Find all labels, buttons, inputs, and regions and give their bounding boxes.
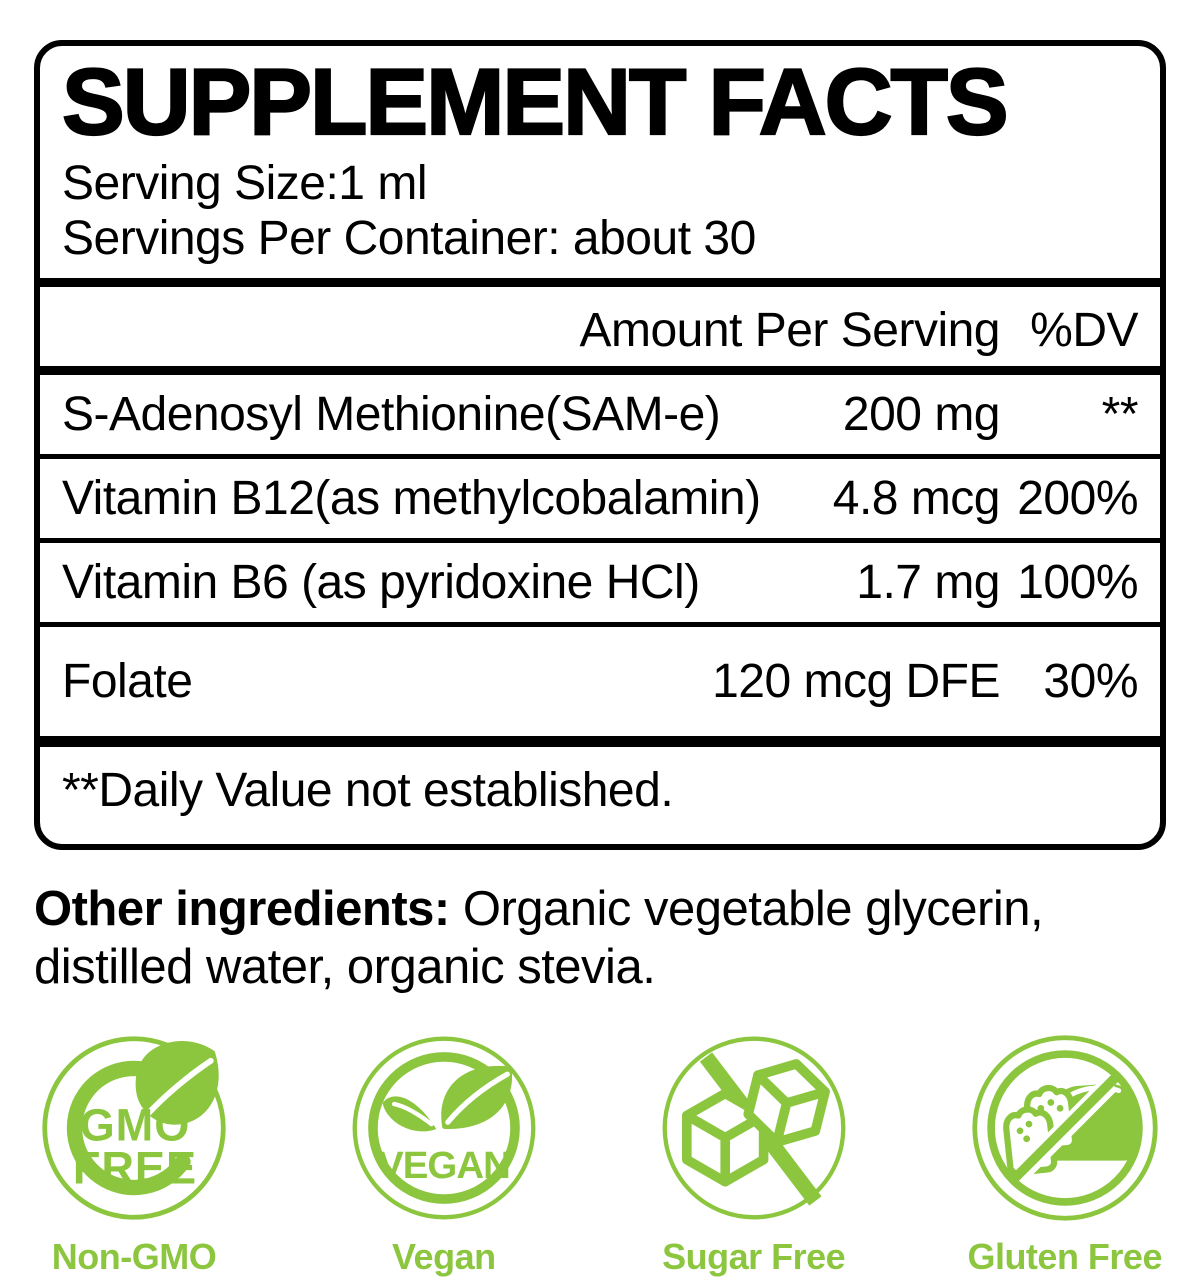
ingredient-name: S-Adenosyl Methionine(SAM-e) [62, 388, 721, 442]
badge-sugar-free: Sugar Free [658, 1032, 850, 1278]
ingredient-amount: 120 mcg DFE [712, 655, 1000, 709]
svg-text:VEGAN: VEGAN [378, 1144, 510, 1187]
facts-row-b6: Vitamin B6 (as pyridoxine HCl) 1.7 mg 10… [40, 543, 1160, 622]
serving-info: Serving Size:1 ml Servings Per Container… [40, 148, 1160, 278]
vegan-icon: VEGAN [352, 1036, 536, 1220]
svg-text:FREE: FREE [73, 1143, 197, 1194]
ingredient-dv: 30% [1043, 655, 1138, 709]
ingredient-name: Vitamin B12(as methylcobalamin) [62, 472, 761, 526]
divider [40, 278, 1160, 288]
ingredient-dv: 100% [1017, 556, 1138, 610]
divider [40, 622, 1160, 628]
other-ingredients-line1: Organic vegetable glycerin, [449, 882, 1044, 937]
badge-label: Sugar Free [662, 1236, 846, 1278]
ingredient-dv: ** [1101, 388, 1139, 442]
facts-row-sam-e: S-Adenosyl Methionine(SAM-e) 200 mg ** [40, 375, 1160, 454]
other-ingredients: Other ingredients: Organic vegetable gly… [34, 880, 1166, 996]
serving-size: Serving Size:1 ml [62, 157, 427, 211]
badge-label: Gluten Free [967, 1236, 1162, 1278]
divider [40, 736, 1160, 748]
other-ingredients-heading: Other ingredients: [34, 882, 450, 937]
divider [40, 538, 1160, 544]
facts-row-folate: Folate 120 mcg DFE 30% [40, 627, 1160, 736]
other-ingredients-line2: distilled water, organic stevia. [34, 940, 656, 995]
badges-row: GMO FREE Non-GMO VEGAN Vegan [0, 1032, 1200, 1278]
ingredient-name: Folate [62, 655, 193, 709]
header-dv: %DV [1030, 304, 1138, 358]
sugar-free-icon [662, 1036, 846, 1220]
ingredient-amount: 200 mg [842, 388, 1001, 442]
gluten-free-icon [972, 1035, 1158, 1221]
facts-title: SUPPLEMENT FACTS [61, 49, 1010, 154]
header-amount-per-serving: Amount Per Serving [579, 304, 1000, 358]
divider [40, 366, 1160, 376]
svg-text:GMO: GMO [80, 1100, 191, 1151]
badge-vegan: VEGAN Vegan [348, 1032, 540, 1278]
facts-header-row: Amount Per Serving %DV [40, 287, 1160, 366]
supplement-facts-panel: SUPPLEMENT FACTS Serving Size:1 ml Servi… [34, 40, 1166, 851]
ingredient-amount: 1.7 mg [856, 556, 1000, 610]
badge-label: Vegan [392, 1236, 496, 1278]
badge-gluten-free: Gluten Free [967, 1032, 1162, 1278]
badge-label: Non-GMO [51, 1236, 217, 1278]
facts-row-b12: Vitamin B12(as methylcobalamin) 4.8 mcg … [40, 459, 1160, 538]
badge-non-gmo: GMO FREE Non-GMO [38, 1032, 230, 1278]
ingredient-name: Vitamin B6 (as pyridoxine HCl) [62, 556, 700, 610]
ingredient-amount: 4.8 mcg [832, 472, 1001, 526]
facts-footnote: **Daily Value not established. [62, 764, 674, 818]
ingredient-dv: 200% [1017, 472, 1138, 526]
servings-per-container: Servings Per Container: about 30 [62, 212, 756, 266]
gmo-free-icon: GMO FREE [42, 1036, 226, 1220]
divider [40, 454, 1160, 460]
